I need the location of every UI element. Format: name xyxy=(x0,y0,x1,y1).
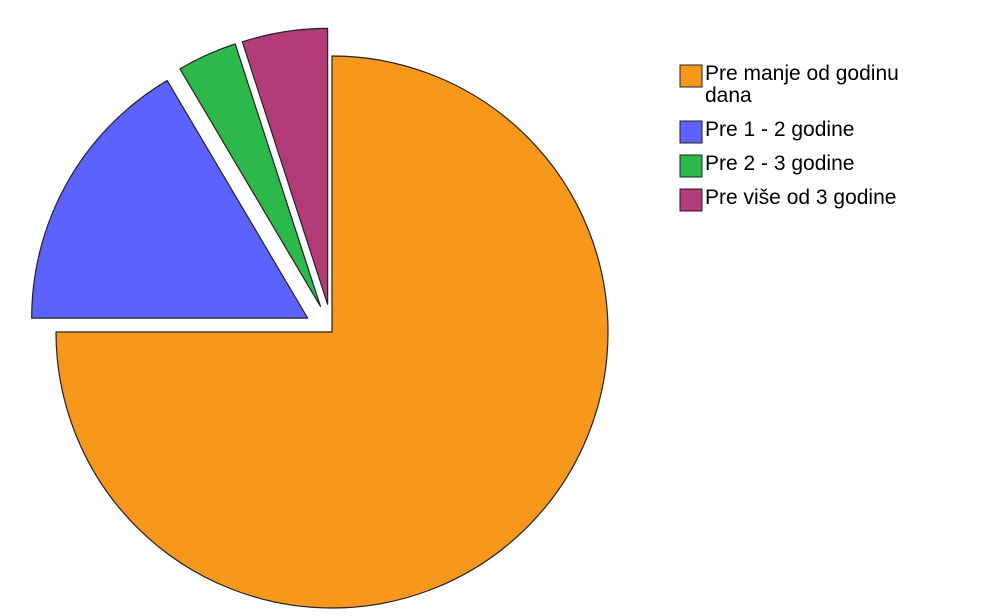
legend-label-0: Pre manje od godinu dana xyxy=(705,62,899,107)
legend-swatch-1 xyxy=(679,120,703,144)
legend-item-2: Pre 2 - 3 godine xyxy=(679,152,854,178)
legend-item-0: Pre manje od godinu dana xyxy=(679,62,899,107)
legend-swatch-2 xyxy=(679,154,703,178)
legend-swatch-0 xyxy=(679,64,703,88)
legend-item-1: Pre 1 - 2 godine xyxy=(679,118,854,144)
legend-label-3: Pre više od 3 godine xyxy=(705,186,896,209)
pie-slice-2 xyxy=(179,43,322,308)
pie-slice-1 xyxy=(31,79,309,319)
pie-slice-0 xyxy=(55,55,609,609)
legend-label-1: Pre 1 - 2 godine xyxy=(705,118,854,141)
legend-swatch-3 xyxy=(679,188,703,212)
legend-item-3: Pre više od 3 godine xyxy=(679,186,896,212)
pie-slice-3 xyxy=(241,27,329,305)
legend-label-2: Pre 2 - 3 godine xyxy=(705,152,854,175)
legend: Pre manje od godinu dana Pre 1 - 2 godine P… xyxy=(679,62,899,212)
pie-slices xyxy=(31,27,609,609)
